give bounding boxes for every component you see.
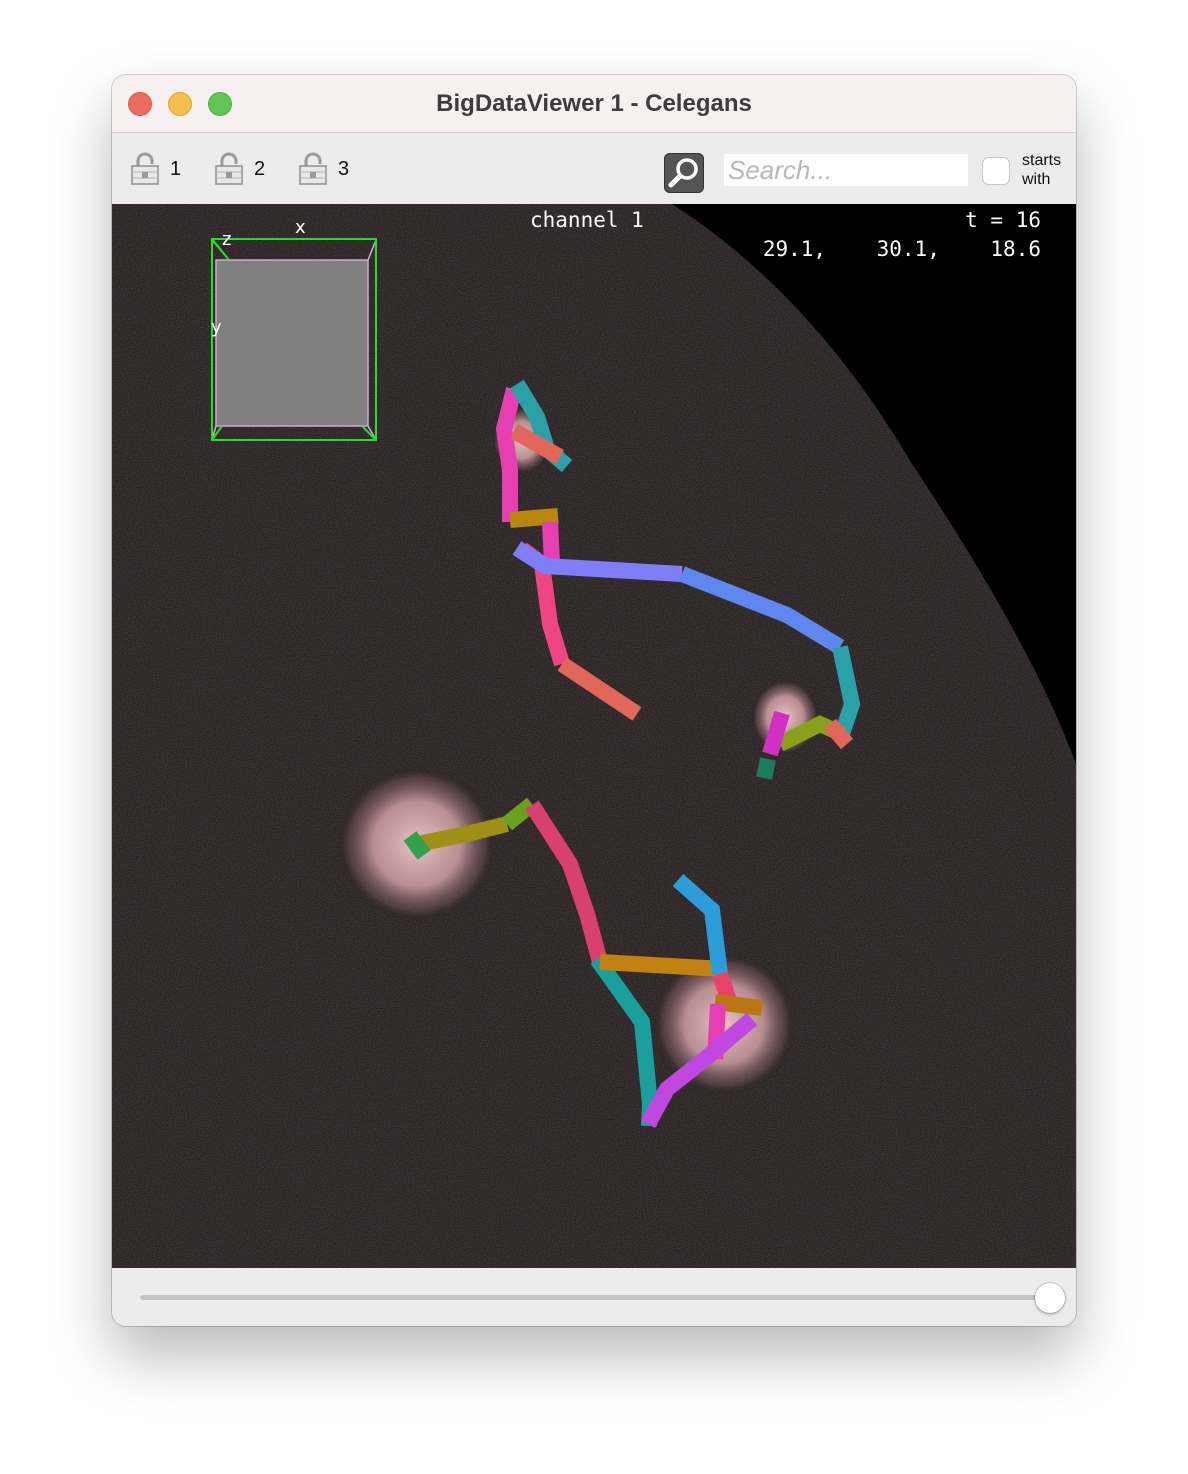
track-segment <box>640 1012 758 1128</box>
bounding-box-overlay <box>211 238 377 441</box>
timepoint-slider-track[interactable] <box>140 1295 1050 1300</box>
track-segment <box>411 816 509 853</box>
microscopy-image <box>112 204 1076 1268</box>
box-axis-y-label: y <box>211 317 222 338</box>
track-segment <box>679 566 845 654</box>
starts-with-label-line1: starts <box>1022 152 1062 169</box>
bigdataviewer-window: BigDataViewer 1 - Celegans 1 2 <box>112 75 1076 1326</box>
timepoint-slider-thumb[interactable] <box>1035 1283 1065 1313</box>
search-button[interactable] <box>664 153 704 193</box>
lock-number: 2 <box>254 157 266 180</box>
track-segment <box>510 424 564 464</box>
title-bar: BigDataViewer 1 - Celegans <box>112 75 1076 133</box>
lock-group-1[interactable]: 1 <box>130 151 181 187</box>
track-overlay <box>403 379 861 1128</box>
image-viewer-canvas[interactable]: channel 1 t = 16 29.1, 30.1, 18.6 z x y <box>112 204 1076 1268</box>
lock-icon <box>215 152 243 185</box>
track-segment <box>512 541 683 582</box>
track-segment <box>502 797 537 831</box>
track-segment <box>823 718 854 750</box>
close-window-button[interactable] <box>128 92 152 116</box>
window-title: BigDataViewer 1 - Celegans <box>436 90 752 117</box>
lock-icon <box>131 152 159 185</box>
track-segment <box>756 757 776 780</box>
starts-with-label: starts with <box>1022 151 1061 189</box>
magnifier-icon <box>668 158 698 188</box>
channel-label: channel 1 <box>530 208 644 232</box>
box-axis-z-label: z <box>222 229 232 250</box>
lock-group-3[interactable]: 3 <box>298 151 349 187</box>
starts-with-label-line2: with <box>1022 171 1051 188</box>
track-segment <box>599 954 725 977</box>
cursor-coordinates: 29.1, 30.1, 18.6 <box>762 237 1041 261</box>
track-segment <box>762 710 790 757</box>
toolbar: 1 2 3 <box>112 133 1076 204</box>
track-segment <box>525 800 608 965</box>
track-segment <box>403 831 431 860</box>
time-label: t = 16 <box>965 208 1041 232</box>
box-axis-x-label: x <box>295 217 306 238</box>
track-segment <box>557 657 642 721</box>
lock-group-2[interactable]: 2 <box>214 151 265 187</box>
lock-number: 1 <box>170 157 182 180</box>
track-segment <box>713 994 764 1016</box>
zoom-window-button[interactable] <box>208 92 232 116</box>
track-segment <box>672 874 728 975</box>
lock-icon <box>299 152 327 185</box>
timepoint-slider-area <box>112 1268 1076 1326</box>
search-input[interactable] <box>724 154 968 186</box>
minimize-window-button[interactable] <box>168 92 192 116</box>
track-segment <box>509 508 559 528</box>
track-segment <box>495 387 522 522</box>
starts-with-checkbox[interactable] <box>982 157 1010 185</box>
track-segment <box>832 645 861 737</box>
lock-number: 3 <box>338 157 350 180</box>
track-segment <box>542 521 560 565</box>
